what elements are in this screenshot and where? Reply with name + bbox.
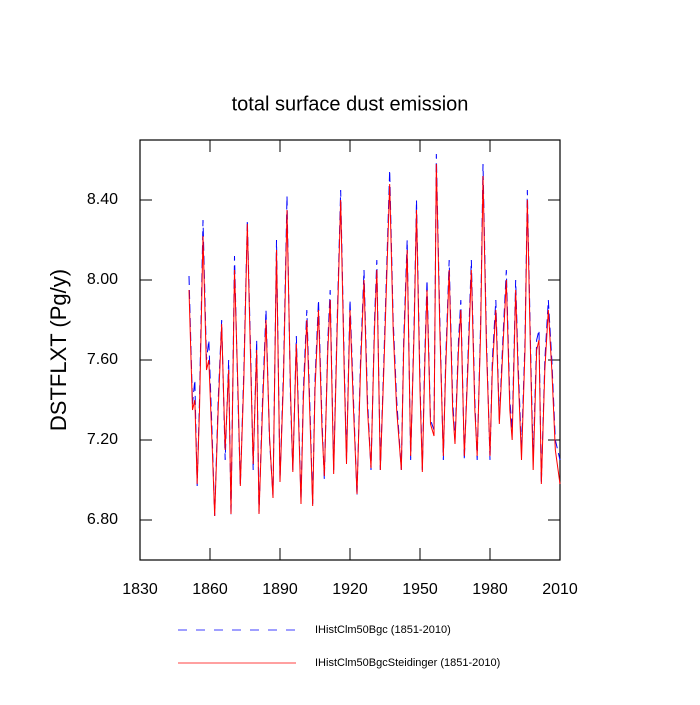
legend-label: IHistClm50Bgc (1851-2010): [315, 624, 451, 636]
x-tick-label: 1830: [122, 581, 158, 598]
y-axis-label: DSTFLXT (Pg/y): [46, 269, 71, 431]
x-tick-label: 1890: [262, 581, 298, 598]
legend-label: IHistClm50BgcSteidinger (1851-2010): [315, 657, 500, 669]
x-tick-label: 2010: [542, 581, 578, 598]
y-tick-label: 6.80: [87, 511, 118, 528]
series-line: [188, 163, 561, 517]
y-tick-label: 8.40: [87, 191, 118, 208]
x-tick-label: 1950: [402, 581, 438, 598]
chart-title: total surface dust emission: [232, 93, 469, 115]
y-tick-label: 7.20: [87, 431, 118, 448]
x-tick-label: 1860: [192, 581, 228, 598]
x-tick-label: 1980: [472, 581, 508, 598]
y-tick-label: 8.00: [87, 271, 118, 288]
y-tick-label: 7.60: [87, 351, 118, 368]
x-tick-label: 1920: [332, 581, 368, 598]
